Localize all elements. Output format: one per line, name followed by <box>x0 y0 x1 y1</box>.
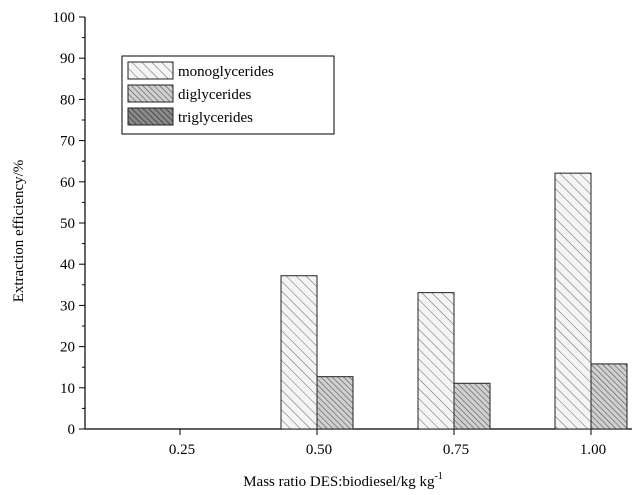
bar-monoglycerides <box>554 172 592 430</box>
x-axis-label: Mass ratio DES:biodiesel/kg kg-1 <box>243 471 443 490</box>
legend-label-triglycerides: triglycerides <box>178 110 253 126</box>
y-tick-label: 50 <box>60 216 75 232</box>
bar-diglycerides <box>316 376 354 430</box>
y-tick-label: 100 <box>53 10 76 26</box>
legend-swatch-triglycerides <box>127 107 174 126</box>
x-tick-label: 0.25 <box>169 442 195 458</box>
y-tick-label: 70 <box>60 134 75 150</box>
bar-monoglycerides <box>280 275 318 430</box>
y-tick-label: 30 <box>60 298 75 314</box>
y-tick-label: 0 <box>68 422 76 438</box>
axes <box>79 16 632 435</box>
legend-swatch-monoglycerides <box>127 61 174 80</box>
bar-monoglycerides <box>417 292 455 430</box>
bar-diglycerides <box>590 363 628 430</box>
bars <box>280 172 628 430</box>
y-tick-label: 60 <box>60 175 75 191</box>
y-axis-label: Extraction efficiency/% <box>11 160 27 303</box>
y-tick-label: 20 <box>60 340 75 356</box>
legend-label-monoglycerides: monoglycerides <box>178 64 274 80</box>
legend-swatch-diglycerides <box>127 84 174 103</box>
y-tick-label: 90 <box>60 51 75 67</box>
x-tick-label: 0.75 <box>443 442 469 458</box>
x-tick-label: 0.50 <box>306 442 332 458</box>
legend: monoglycerides diglycerides triglycerides <box>121 55 335 135</box>
x-axis-label-text: Mass ratio DES:biodiesel/kg kg <box>243 474 435 490</box>
tick-labels: 0 10 20 30 40 50 60 70 80 90 100 0.25 0.50 0.75 1.00 <box>53 10 607 458</box>
x-axis-label-superscript: -1 <box>434 471 442 482</box>
legend-label-diglycerides: diglycerides <box>178 87 251 103</box>
y-tick-label: 10 <box>60 381 75 397</box>
bar-diglycerides <box>453 382 491 430</box>
y-tick-label: 40 <box>60 257 75 273</box>
x-tick-label: 1.00 <box>580 442 606 458</box>
y-tick-label: 80 <box>60 92 75 108</box>
